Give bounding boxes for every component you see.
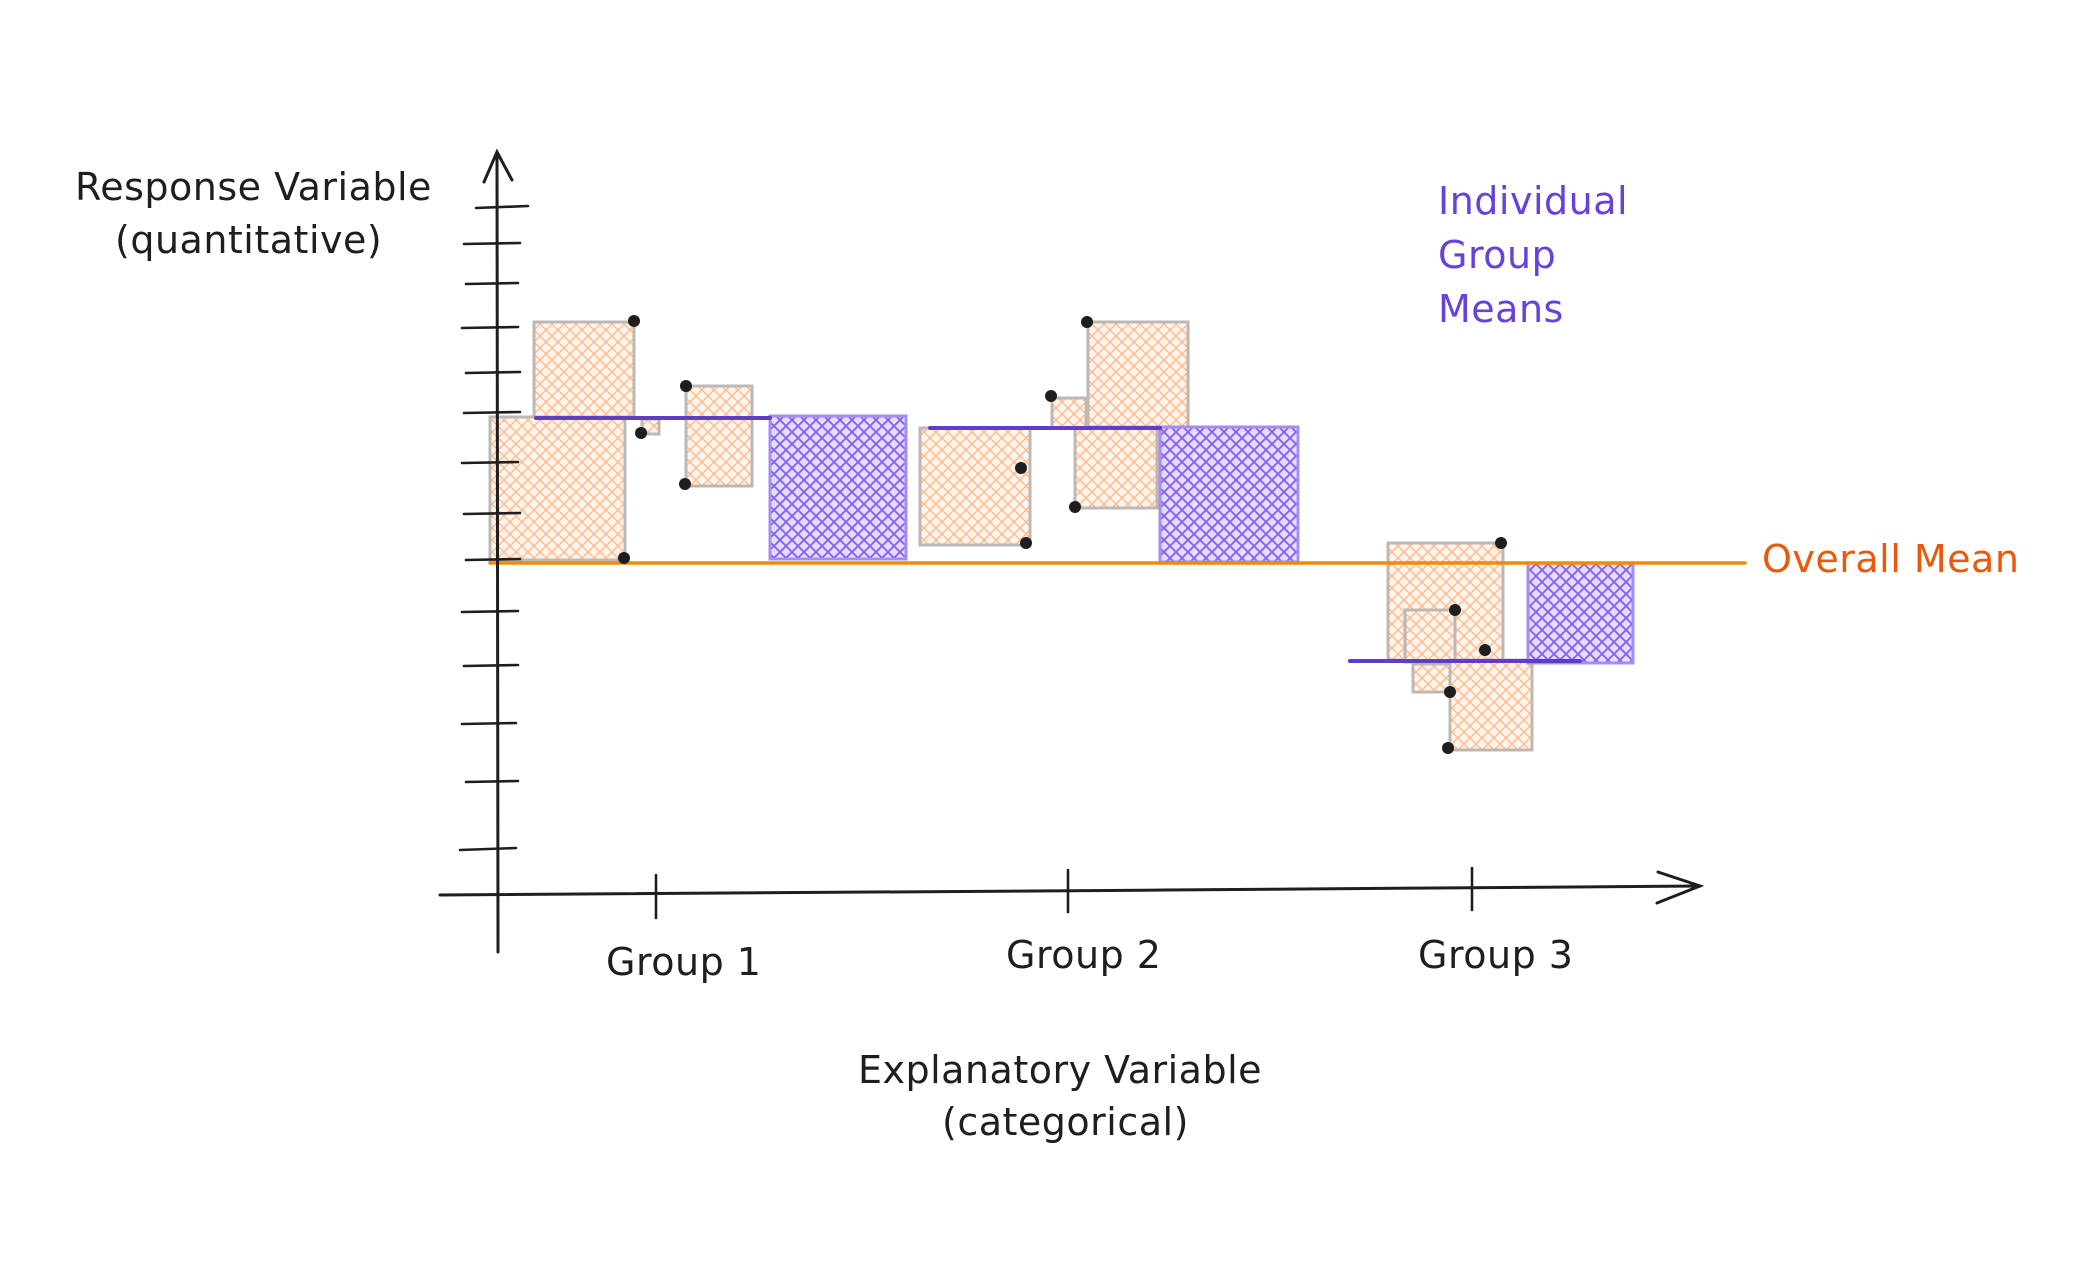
deviation-square — [1448, 658, 1534, 752]
data-point — [1444, 686, 1456, 698]
data-point — [628, 315, 640, 327]
group-2-deviation-squares — [918, 320, 1190, 547]
overall-mean-label: Overall Mean — [1762, 537, 2019, 581]
data-point — [1442, 742, 1454, 754]
group-3-deviation-squares — [1386, 541, 1534, 752]
deviation-square — [918, 426, 1032, 547]
data-point — [1479, 644, 1491, 656]
group-1-label: Group 1 — [606, 940, 761, 984]
data-point — [1015, 462, 1027, 474]
data-points — [618, 315, 1507, 754]
data-point — [618, 552, 630, 564]
data-point — [1081, 316, 1093, 328]
group-means-label-line-2: Group — [1438, 233, 1556, 277]
y-axis — [458, 148, 530, 954]
data-point — [680, 380, 692, 392]
group-means-label-line-3: Means — [1438, 287, 1564, 331]
deviation-square — [488, 415, 627, 562]
data-point — [635, 427, 647, 439]
data-point — [1449, 604, 1461, 616]
y-axis-ticks — [458, 204, 530, 852]
x-axis — [438, 866, 1705, 920]
x-axis-label-line-2: (categorical) — [942, 1100, 1189, 1144]
deviation-square — [1050, 396, 1088, 430]
group-means-label-line-1: Individual — [1438, 179, 1628, 223]
deviation-square — [1403, 608, 1457, 664]
group-2-label: Group 2 — [1006, 933, 1161, 977]
data-point — [679, 478, 691, 490]
group-3-label: Group 3 — [1418, 933, 1573, 977]
y-axis-label-line-1: Response Variable — [75, 165, 432, 209]
data-point — [1069, 501, 1081, 513]
deviation-square — [1086, 320, 1190, 429]
deviation-square — [684, 384, 754, 488]
y-axis-label-line-2: (quantitative) — [115, 218, 382, 262]
group-3-mean-square — [1526, 561, 1635, 665]
deviation-square — [532, 320, 636, 419]
data-point — [1495, 537, 1507, 549]
group-2-mean-square — [1158, 425, 1300, 564]
x-axis-label-line-1: Explanatory Variable — [858, 1048, 1262, 1092]
group-1-deviation-squares — [488, 320, 754, 562]
group-1-mean-square — [768, 414, 908, 561]
deviation-square — [1073, 426, 1159, 510]
data-point — [1020, 537, 1032, 549]
data-point — [1045, 390, 1057, 402]
